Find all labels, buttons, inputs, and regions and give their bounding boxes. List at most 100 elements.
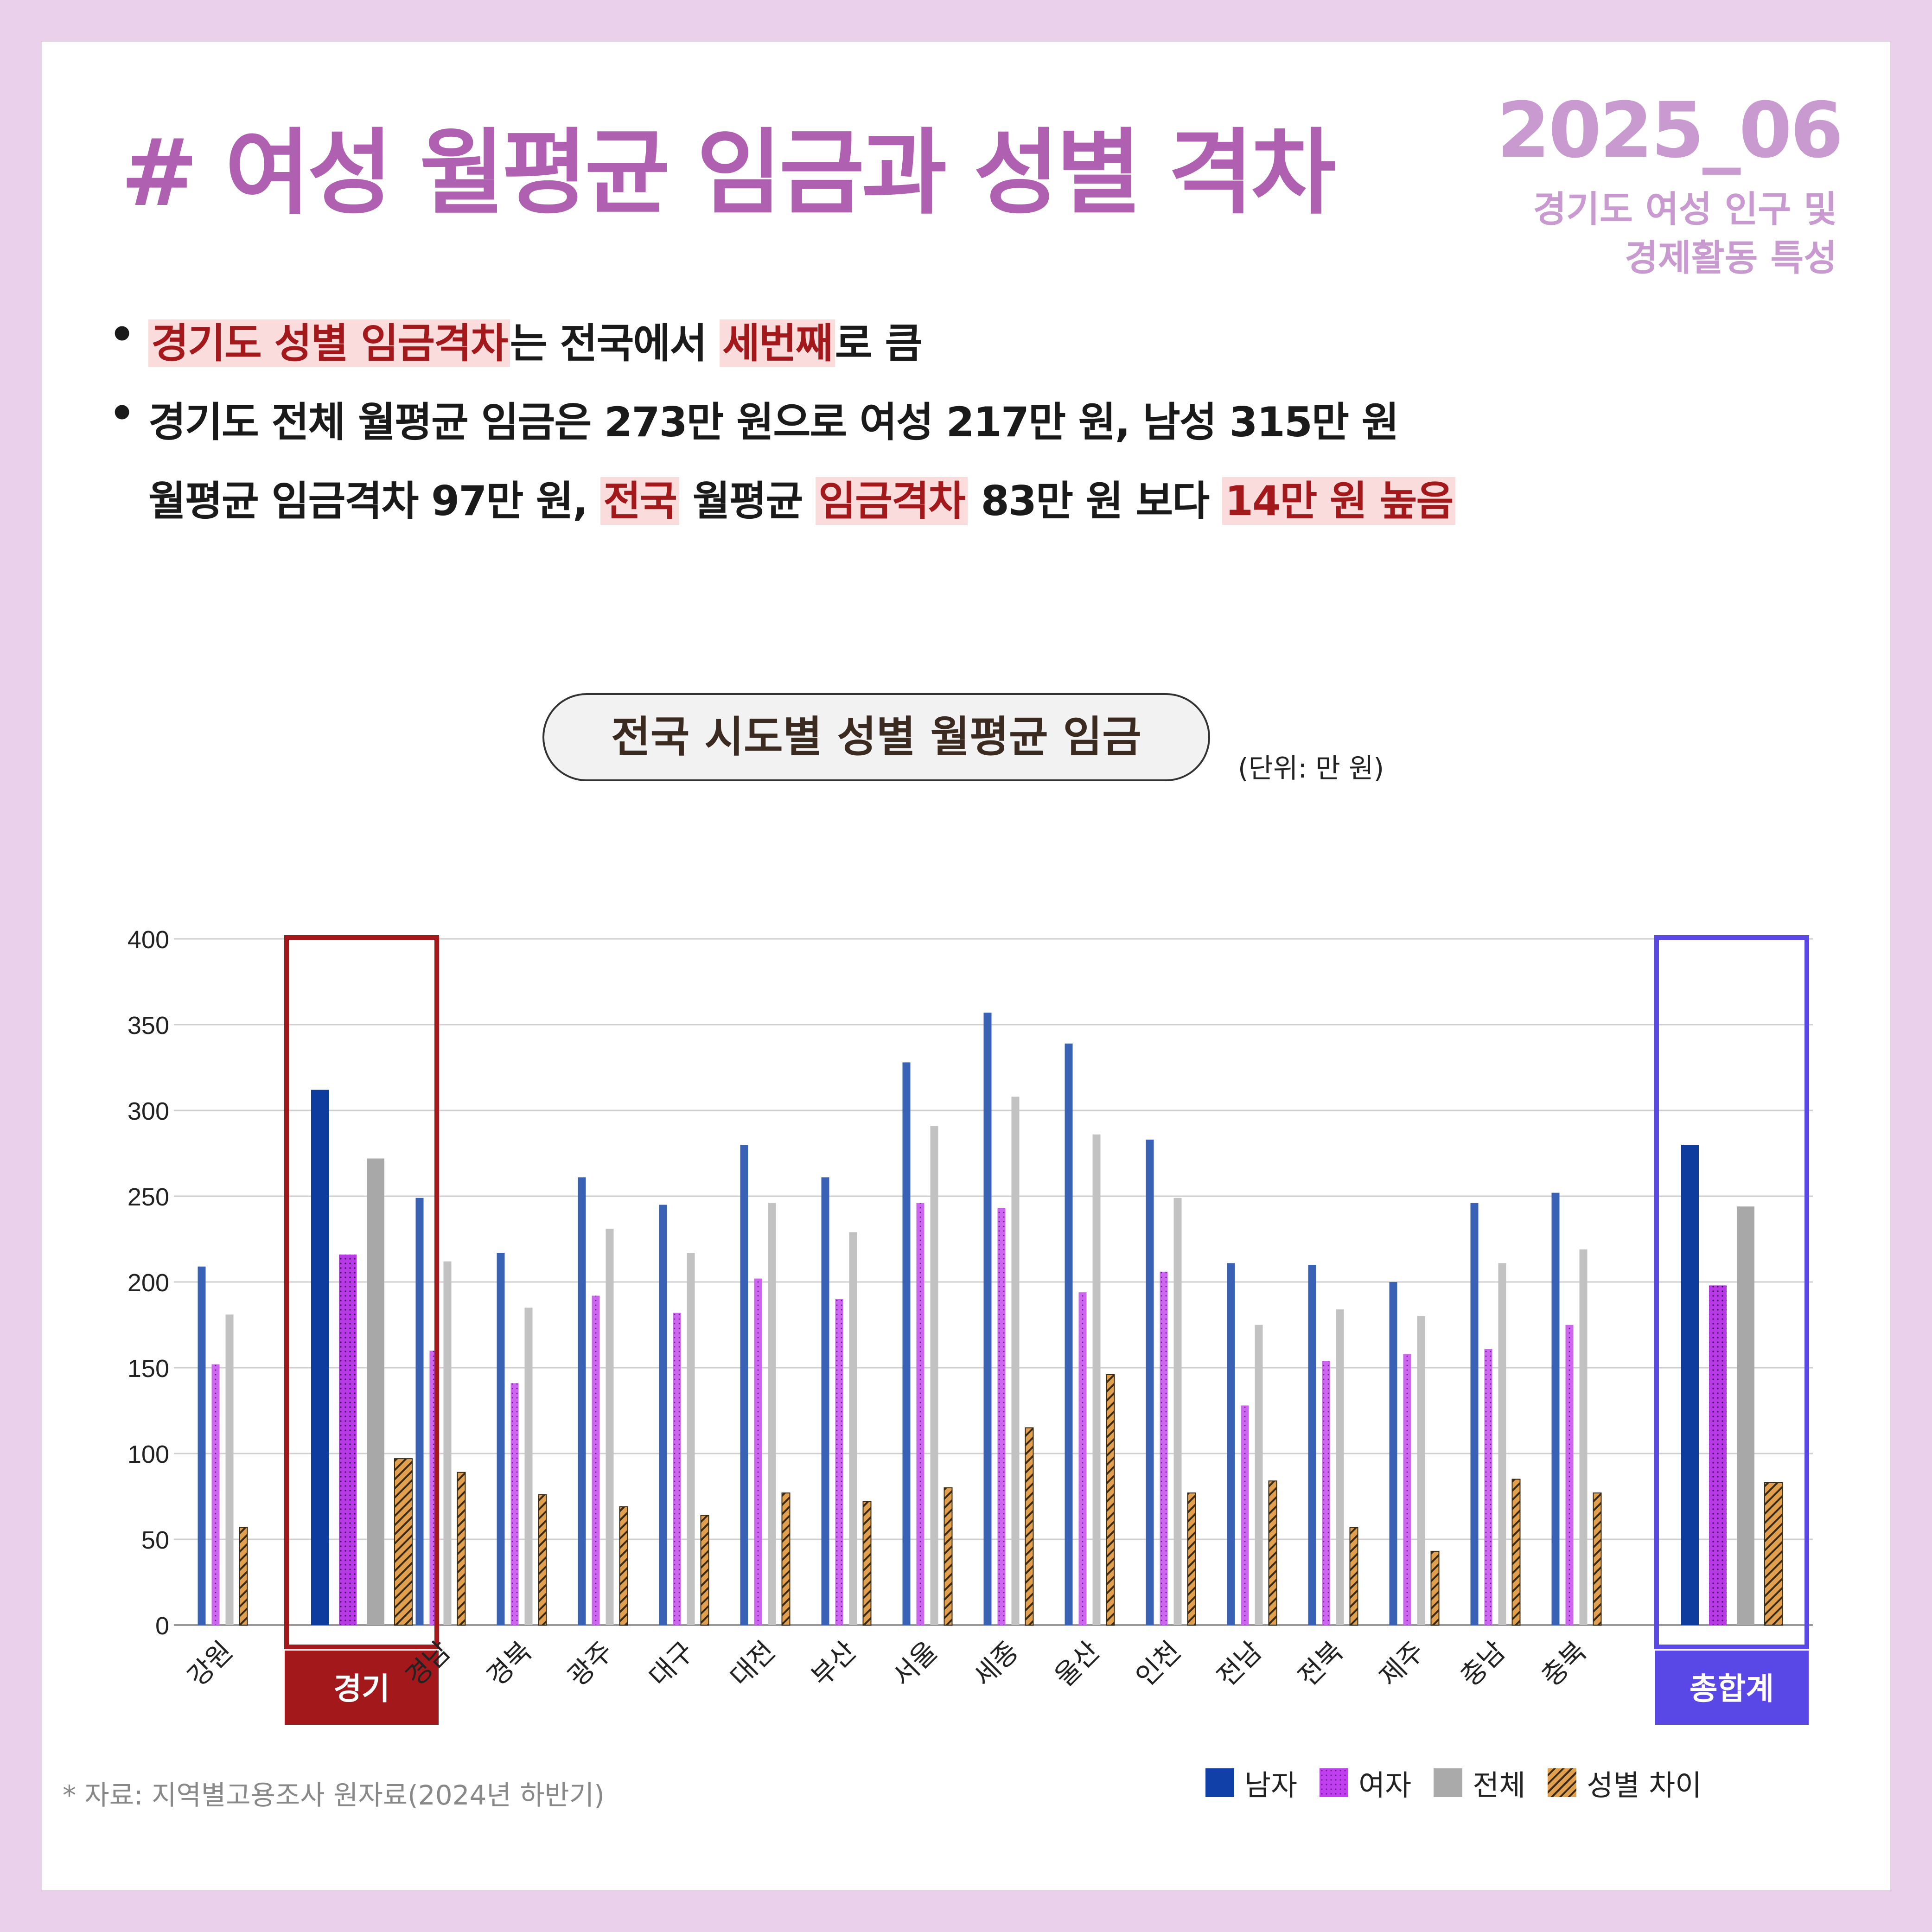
diff-bar: [394, 1458, 413, 1626]
y-tick-label: 250: [128, 1183, 169, 1211]
female-bar: [835, 1299, 843, 1625]
diff-bar: [1511, 1479, 1521, 1626]
male-bar: [821, 1177, 829, 1625]
source-note: * 자료: 지역별고용조사 원자료(2024년 하반기): [63, 1779, 605, 1811]
highlight-label-bg: [285, 1651, 439, 1725]
male-bar: [1146, 1139, 1154, 1625]
female-bar: [1241, 1405, 1249, 1625]
y-tick-label: 400: [128, 926, 169, 954]
total-bar: [1579, 1249, 1588, 1625]
total-bar: [443, 1261, 452, 1625]
female-bar: [592, 1295, 600, 1625]
x-tick-label: 전북: [1292, 1635, 1349, 1693]
y-tick-label: 100: [128, 1441, 169, 1468]
male-bar: [1308, 1265, 1316, 1625]
x-tick-label: 전남: [1211, 1635, 1268, 1693]
female-bar: [1403, 1354, 1411, 1625]
bullet-text: 월평균: [679, 477, 816, 525]
x-tick-label: 충남: [1454, 1635, 1511, 1693]
x-tick-label: 울산: [1048, 1635, 1106, 1693]
x-tick-label: 경기: [333, 1671, 389, 1707]
diff-bar: [1187, 1492, 1196, 1626]
bullet-text: 월평균 임금격차 97만 원,: [148, 477, 601, 525]
bullet-text: 83만 원 보다: [968, 477, 1222, 525]
male-bar: [1551, 1192, 1560, 1625]
y-tick-label: 150: [128, 1355, 169, 1383]
series-title-line1: 경기도 여성 인구 및: [1533, 189, 1837, 230]
diff-bar: [1764, 1482, 1783, 1626]
total-bar: [367, 1158, 384, 1625]
y-tick-label: 50: [141, 1526, 169, 1554]
bullet-line-2: • 경기도 전체 월평균 임금은 273만 원으로 여성 217만 원, 남성 …: [109, 389, 1399, 448]
diff-bar: [239, 1527, 248, 1626]
x-tick-label: 강원: [181, 1635, 239, 1693]
female-bar: [1484, 1349, 1492, 1625]
series-title-line2: 경제활동 특성: [1625, 237, 1837, 279]
diff-bar: [619, 1506, 628, 1626]
x-tick-label: 인천: [1129, 1635, 1187, 1693]
diff-bar: [781, 1492, 791, 1626]
legend: 남자 여자 전체 성별 차이: [1205, 1762, 1702, 1804]
total-bar: [1011, 1097, 1020, 1625]
x-tick-label: 부산: [805, 1635, 862, 1693]
total-bar: [768, 1203, 776, 1625]
total-bar: [1498, 1263, 1506, 1625]
x-tick-label: 대구: [643, 1635, 700, 1693]
diff-bar: [862, 1501, 872, 1626]
chart-title: 전국 시도별 성별 월평균 임금: [542, 693, 1210, 781]
highlight-text: 경기도 성별 임금격차: [148, 319, 510, 367]
x-tick-label: 서울: [886, 1635, 944, 1693]
total-bar: [1173, 1198, 1182, 1625]
male-bar: [1389, 1282, 1397, 1625]
unit-label: (단위: 만 원): [1238, 752, 1384, 784]
x-tick-label: 충북: [1535, 1635, 1593, 1693]
female-bar: [1078, 1292, 1087, 1625]
bullet-text: 는 전국에서: [510, 319, 720, 367]
diff-bar: [700, 1515, 709, 1626]
male-bar: [198, 1266, 206, 1625]
female-bar: [916, 1203, 925, 1625]
female-bar: [1565, 1325, 1574, 1625]
female-bar: [1160, 1271, 1168, 1625]
page-title: # 여성 월평균 임금과 성별 격차: [121, 119, 1336, 227]
bullet-dot: •: [109, 389, 135, 437]
diff-bar: [538, 1494, 547, 1626]
total-bar: [225, 1314, 234, 1625]
diff-bar: [944, 1487, 953, 1626]
male-bar: [1227, 1263, 1235, 1625]
diff-bar: [1593, 1492, 1602, 1626]
legend-label: 남자: [1244, 1768, 1298, 1802]
bullet-text: 로 큼: [835, 319, 923, 367]
y-tick-label: 350: [128, 1012, 169, 1039]
male-bar: [740, 1145, 748, 1625]
legend-swatch: [1548, 1768, 1577, 1797]
diff-bar: [1349, 1527, 1358, 1626]
male-bar: [415, 1198, 424, 1625]
legend-item-female: 여자: [1320, 1762, 1411, 1804]
female-bar: [997, 1208, 1006, 1625]
female-bar: [1322, 1361, 1330, 1625]
male-bar: [1470, 1203, 1479, 1625]
x-tick-label: 경북: [480, 1635, 538, 1693]
bullet-dot: •: [109, 311, 135, 358]
male-bar: [1681, 1145, 1699, 1625]
legend-label: 여자: [1358, 1768, 1412, 1802]
bullet-line-1: • 경기도 성별 임금격차는 전국에서 세번째로 큼: [109, 311, 923, 370]
total-bar: [524, 1307, 533, 1625]
highlight-label-bg: [1655, 1651, 1809, 1725]
series-title: 경기도 여성 인구 및 경제활동 특성: [1420, 185, 1837, 283]
bullet-line-3: 월평균 임금격차 97만 원, 전국 월평균 임금격차 83만 원 보다 14만…: [148, 468, 1456, 527]
issue-date: 2025_06: [1497, 86, 1843, 175]
highlight-text: 세번째: [720, 319, 835, 367]
total-bar: [687, 1253, 695, 1625]
female-bar: [1709, 1285, 1727, 1625]
bullet-text: 경기도 전체 월평균 임금은 273만 원으로 여성 217만 원, 남성 31…: [148, 398, 1399, 446]
total-bar: [1336, 1309, 1344, 1625]
x-tick-label: 대전: [724, 1635, 781, 1693]
legend-item-diff: 성별 차이: [1548, 1762, 1702, 1804]
legend-swatch: [1205, 1768, 1234, 1797]
y-tick-label: 300: [128, 1097, 169, 1125]
legend-label: 전체: [1473, 1768, 1526, 1802]
highlight-text: 14만 원 높음: [1222, 477, 1456, 525]
